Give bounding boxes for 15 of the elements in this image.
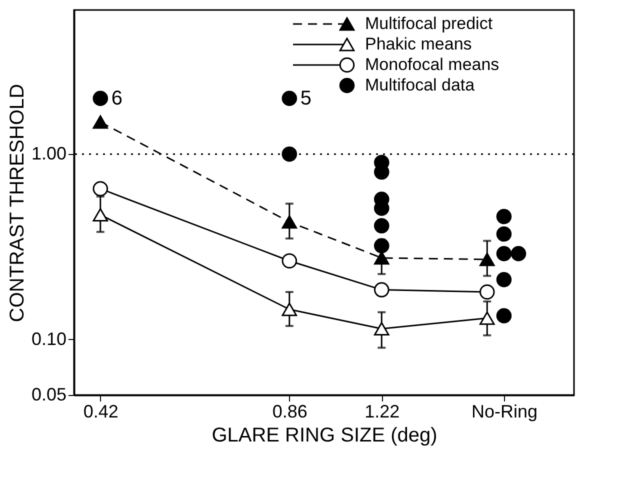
annotation: 5 [300, 87, 312, 110]
y-tick-label: 0.05 [31, 384, 66, 404]
y-axis-title: CONTRAST THRESHOLD [6, 84, 28, 322]
legend-label: Monofocal means [365, 55, 500, 74]
y-tick-label: 0.10 [31, 328, 66, 349]
x-axis-title: GLARE RING SIZE (deg) [212, 424, 438, 446]
legend-label: Multifocal predict [365, 14, 493, 33]
annotation: 6 [111, 87, 123, 110]
legend-label: Phakic means [365, 34, 472, 54]
y-tick-label: 1.00 [31, 144, 66, 164]
x-tick-label: 1.22 [364, 402, 400, 422]
x-tick-label: 0.86 [272, 402, 308, 422]
legend-label: Multifocal data [365, 76, 476, 94]
x-tick-label: No-Ring [471, 402, 538, 422]
x-tick-label: 0.42 [83, 402, 118, 422]
